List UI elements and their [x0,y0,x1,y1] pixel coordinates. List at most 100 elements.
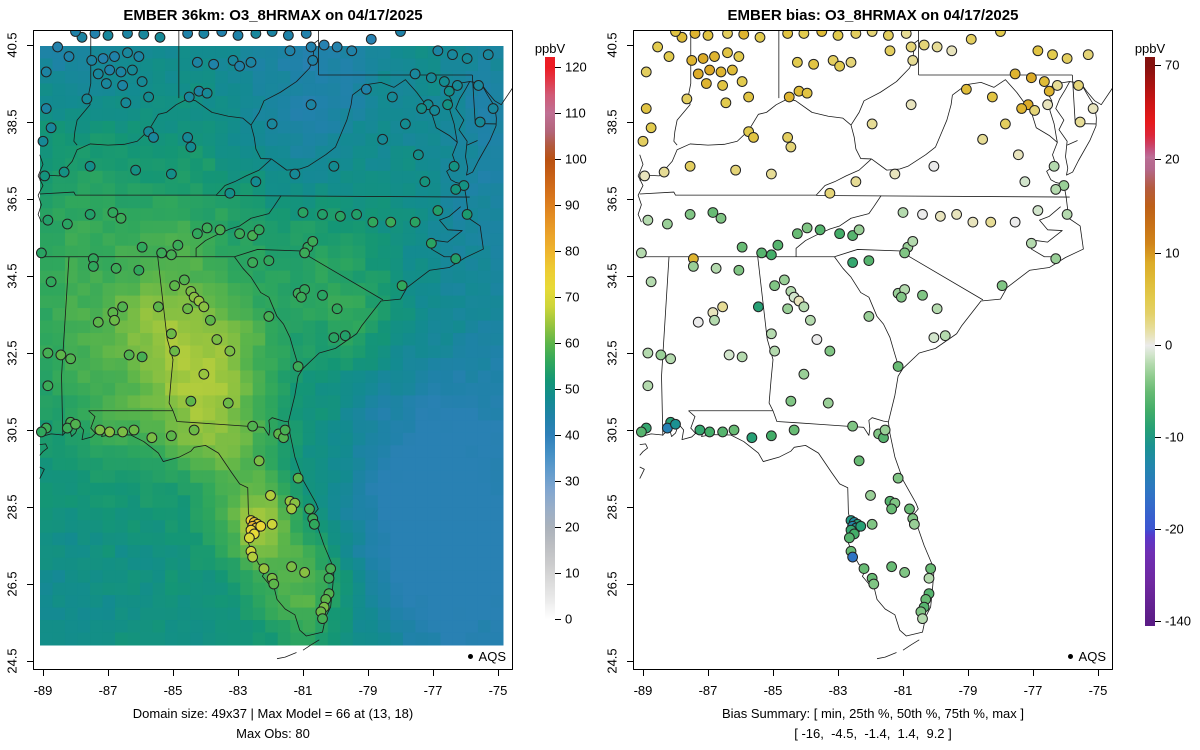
y-tick-mark [627,584,633,585]
bias-colorbar-tick-mark [1155,529,1161,530]
x-tick-mark [903,670,904,676]
bias-colorbar-tick-label: 10 [1165,245,1180,261]
left-panel-title: EMBER 36km: O3_8HRMAX on 04/17/2025 [123,7,423,24]
left-caption-line2: Max Obs: 80 [236,726,310,741]
bias-colorbar-tick-mark [1155,345,1161,346]
y-tick-mark [27,353,33,354]
y-tick-label: 24.5 [4,648,20,674]
x-tick-label: -75 [488,683,508,698]
model-colorbar-tick-label: 60 [565,335,580,351]
x-tick-mark [238,670,239,676]
left-caption-line1: Domain size: 49x37 | Max Model = 66 at (… [132,706,414,721]
y-tick-label: 24.5 [604,648,620,674]
x-tick-mark [43,670,44,676]
x-tick-mark [108,670,109,676]
model-colorbar-tick-mark [555,205,561,206]
model-colorbar-tick-label: 110 [565,105,586,121]
model-map-canvas [33,30,513,670]
y-tick-label: 40.5 [4,32,20,58]
x-tick-label: -81 [893,683,913,698]
model-colorbar-tick-label: 90 [565,197,580,213]
aqs-point-icon [1067,654,1073,659]
x-tick-mark [643,670,644,676]
y-tick-mark [27,122,33,123]
y-tick-mark [27,507,33,508]
model-colorbar-tick-mark [555,435,561,436]
right-panel-title: EMBER bias: O3_8HRMAX on 04/17/2025 [727,7,1019,24]
y-tick-label: 30.5 [4,417,20,443]
legend-label: AQS [1078,649,1106,664]
left-colorbar-unit-label: ppbV [534,41,566,56]
model-colorbar-tick-mark [555,619,561,620]
y-tick-label: 32.5 [4,340,20,366]
y-tick-mark [627,122,633,123]
x-tick-mark [173,670,174,676]
bias-map-plot: AQS [633,30,1113,670]
model-colorbar-tick-label: 0 [565,611,573,627]
model-colorbar-tick-mark [555,251,561,252]
y-tick-mark [27,430,33,431]
y-tick-mark [627,45,633,46]
y-tick-label: 28.5 [4,494,20,520]
model-colorbar-tick-mark [555,481,561,482]
model-colorbar-tick-label: 40 [565,427,580,443]
y-tick-mark [27,199,33,200]
y-tick-label: 32.5 [604,340,620,366]
y-tick-mark [627,507,633,508]
y-tick-label: 34.5 [4,263,20,289]
model-colorbar-tick-label: 120 [565,59,587,75]
x-tick-mark [968,670,969,676]
x-tick-label: -87 [698,683,718,698]
model-colorbar-tick-mark [555,67,561,68]
x-tick-mark [368,670,369,676]
x-tick-label: -79 [358,683,378,698]
model-colorbar-tick-mark [555,527,561,528]
bias-colorbar-tick-label: -20 [1165,521,1184,537]
y-tick-label: 38.5 [4,109,20,135]
y-tick-mark [27,276,33,277]
x-tick-label: -83 [228,683,248,698]
model-colorbar-tick-mark [555,389,561,390]
y-tick-label: 26.5 [604,571,620,597]
y-tick-mark [627,199,633,200]
y-tick-mark [627,430,633,431]
model-colorbar-tick-mark [555,159,561,160]
right-caption-line1: Bias Summary: [ min, 25th %, 50th %, 75t… [721,706,1024,721]
x-tick-mark [1098,670,1099,676]
y-tick-mark [627,276,633,277]
y-tick-mark [627,353,633,354]
model-colorbar-tick-mark [555,297,561,298]
x-tick-label: -77 [423,683,443,698]
y-tick-mark [27,584,33,585]
right-colorbar-unit-label: ppbV [1134,41,1166,56]
model-colorbar-tick-label: 80 [565,243,580,259]
model-colorbar-tick-label: 70 [565,289,580,305]
y-tick-label: 28.5 [604,494,620,520]
legend-aqs-right: AQS [1067,649,1106,664]
model-colorbar-tick-mark [555,343,561,344]
x-tick-mark [303,670,304,676]
bias-map-canvas [633,30,1113,670]
bias-colorbar-tick-label: -140 [1165,613,1192,629]
x-tick-label: -79 [958,683,978,698]
bias-colorbar-tick-label: -10 [1165,429,1184,445]
x-tick-mark [838,670,839,676]
y-tick-label: 36.5 [604,186,620,212]
y-tick-label: 36.5 [4,186,20,212]
y-tick-label: 26.5 [4,571,20,597]
model-colorbar-tick-mark [555,113,561,114]
legend-aqs-left: AQS [467,649,506,664]
bias-colorbar-tick-label: 0 [1165,337,1173,353]
bias-colorbar-tick-mark [1155,253,1161,254]
model-colorbar-tick-label: 30 [565,473,580,489]
bias-colorbar-tick-mark [1155,65,1161,66]
x-tick-label: -87 [98,683,118,698]
x-tick-label: -85 [763,683,783,698]
right-caption-line2: [ -16, -4.5, -1.4, 1.4, 9.2 ] [794,726,952,741]
y-tick-label: 30.5 [604,417,620,443]
aqs-point-icon [467,654,473,659]
y-tick-mark [27,661,33,662]
x-tick-mark [498,670,499,676]
bias-colorbar-tick-mark [1155,621,1161,622]
